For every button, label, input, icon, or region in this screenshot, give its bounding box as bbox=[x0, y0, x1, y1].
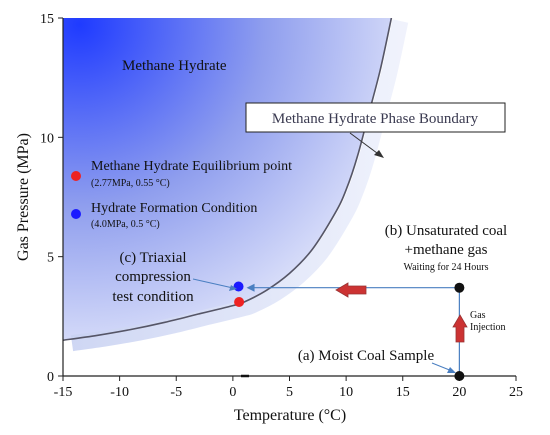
x-tick-label: 5 bbox=[286, 385, 293, 400]
axes: -15 -10 -5 0 5 10 15 20 25 0 5 10 15 bbox=[40, 12, 523, 400]
phase-boundary-curve bbox=[63, 18, 393, 341]
data-points bbox=[233, 281, 465, 381]
y-tick-label: 5 bbox=[47, 251, 54, 266]
waiting-label: Waiting for 24 Hours bbox=[403, 262, 488, 273]
triaxial-leader bbox=[192, 278, 234, 289]
triaxial-label-line1: (c) Triaxial bbox=[119, 250, 186, 266]
moist-sample-leader-arrowhead bbox=[447, 367, 456, 373]
gas-injection-label-line2: Injection bbox=[470, 322, 506, 333]
left-block-arrow bbox=[335, 282, 367, 298]
equilibrium-point bbox=[234, 297, 245, 308]
triaxial-leader-arrowhead bbox=[229, 285, 237, 291]
x-tick-label: -5 bbox=[170, 385, 182, 400]
phase-boundary-label-box bbox=[245, 102, 506, 133]
y-axis-label: Gas Pressure (MPa) bbox=[15, 133, 32, 261]
x-tick-label: 25 bbox=[509, 385, 523, 400]
phase-boundary-label: Methane Hydrate Phase Boundary bbox=[272, 111, 479, 127]
hydrate-region bbox=[63, 18, 392, 341]
hydrate-region-label: Methane Hydrate bbox=[122, 58, 227, 74]
x-tick-label: -10 bbox=[110, 385, 129, 400]
legend-equilibrium-sub: (2.77MPa, 0.55 °C) bbox=[91, 178, 170, 189]
unsaturated-label-line2: +methane gas bbox=[404, 242, 487, 258]
moist-coal-sample-point bbox=[454, 371, 465, 381]
unsaturated-coal-point bbox=[454, 282, 465, 293]
triaxial-label-line2: compression bbox=[115, 269, 191, 285]
x-axis-label: Temperature (°C) bbox=[234, 407, 346, 424]
phase-boundary-leader bbox=[349, 132, 382, 157]
legend-equilibrium-marker bbox=[71, 171, 81, 181]
x-axis-ticks: -15 -10 -5 0 5 10 15 20 25 bbox=[54, 376, 523, 400]
legend: Methane Hydrate Equilibrium point (2.77M… bbox=[71, 159, 292, 230]
unsaturated-label-line1: (b) Unsaturated coal bbox=[385, 223, 507, 239]
phase-boundary-leader-arrowhead bbox=[374, 150, 384, 158]
x-tick-label: 15 bbox=[396, 385, 410, 400]
triaxial-label-line3: test condition bbox=[112, 289, 194, 305]
y-tick-label: 10 bbox=[40, 131, 54, 146]
x-tick-label: 10 bbox=[339, 385, 353, 400]
legend-formation-marker bbox=[71, 209, 81, 219]
boundary-shadow-band bbox=[70, 19, 409, 352]
formation-point bbox=[233, 281, 244, 292]
up-block-arrow bbox=[452, 314, 468, 343]
moist-sample-leader bbox=[431, 362, 453, 372]
y-axis-ticks: 0 5 10 15 bbox=[40, 12, 63, 385]
y-tick-label: 15 bbox=[40, 12, 54, 27]
x-tick-label: 0 bbox=[229, 385, 236, 400]
x-tick-label: 20 bbox=[452, 385, 466, 400]
moist-sample-label: (a) Moist Coal Sample bbox=[298, 348, 435, 364]
legend-formation-sub: (4.0MPa, 0.5 °C) bbox=[91, 219, 160, 230]
legend-equilibrium-label: Methane Hydrate Equilibrium point bbox=[91, 159, 292, 174]
gas-injection-label-line1: Gas bbox=[470, 310, 486, 321]
legend-formation-label: Hydrate Formation Condition bbox=[91, 201, 257, 216]
path-arrowhead bbox=[246, 283, 255, 292]
y-tick-label: 0 bbox=[47, 370, 54, 385]
x-tick-label: -15 bbox=[54, 385, 73, 400]
